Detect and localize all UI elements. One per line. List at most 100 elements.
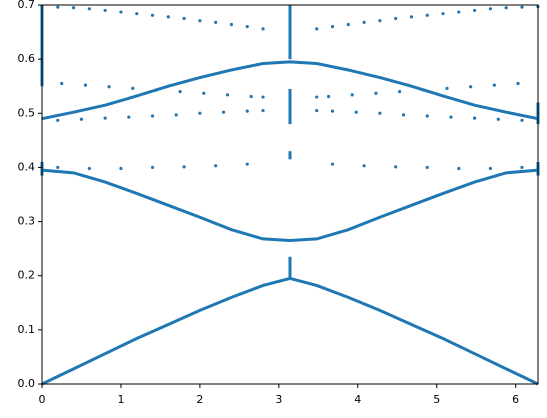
point — [221, 110, 226, 114]
point — [330, 25, 335, 29]
point — [315, 27, 319, 31]
point — [330, 109, 335, 113]
y-tick-label: 0.3 — [18, 215, 36, 228]
point — [401, 113, 406, 117]
y-tick-label: 0.7 — [18, 0, 36, 11]
point — [473, 8, 477, 13]
point — [261, 27, 265, 31]
point — [425, 13, 429, 17]
point — [87, 7, 91, 11]
point — [229, 22, 234, 27]
point — [249, 94, 253, 99]
point — [378, 19, 382, 23]
point — [182, 16, 186, 21]
point — [214, 164, 218, 168]
y-tick-label: 0.4 — [18, 160, 36, 173]
point — [425, 165, 429, 170]
point — [378, 111, 382, 115]
point — [394, 16, 398, 21]
point — [135, 12, 139, 16]
point — [362, 20, 366, 24]
point — [473, 116, 477, 120]
point — [520, 165, 524, 170]
point — [346, 22, 350, 27]
point — [56, 118, 60, 122]
point — [421, 88, 425, 92]
point — [198, 19, 202, 23]
point — [87, 166, 91, 171]
point — [488, 166, 492, 171]
point — [178, 90, 182, 94]
y-tick-label: 0.0 — [18, 377, 36, 390]
point — [516, 81, 520, 86]
point — [119, 166, 123, 171]
y-tick-label: 0.1 — [18, 323, 36, 336]
x-tick-label: 4 — [354, 393, 361, 406]
point — [131, 86, 135, 90]
x-tick-label: 1 — [117, 393, 124, 406]
axes-frame — [41, 4, 539, 385]
band-line — [41, 60, 539, 121]
point — [504, 6, 508, 10]
point — [245, 162, 249, 166]
point — [71, 6, 76, 10]
point — [79, 117, 84, 121]
point — [119, 10, 123, 14]
point — [56, 165, 60, 170]
point — [150, 165, 155, 170]
point — [520, 118, 524, 122]
point — [398, 90, 402, 94]
point — [182, 165, 186, 169]
point — [174, 113, 178, 117]
x-tick-label: 3 — [275, 393, 282, 406]
point — [56, 5, 60, 9]
x-tick-label: 5 — [433, 393, 440, 406]
point — [330, 162, 335, 166]
point — [350, 93, 354, 97]
point — [457, 10, 461, 14]
point — [449, 115, 453, 119]
point — [469, 85, 473, 89]
x-tick-label: 6 — [512, 393, 519, 406]
y-tick-label: 0.6 — [18, 52, 36, 65]
y-tick-label: 0.5 — [18, 106, 36, 119]
x-tick-label: 2 — [196, 393, 203, 406]
point — [150, 114, 155, 118]
band-line — [41, 276, 539, 386]
band-line — [41, 168, 539, 243]
point — [441, 12, 445, 16]
point — [214, 20, 218, 24]
point — [261, 95, 265, 99]
point — [354, 110, 358, 114]
point — [394, 165, 398, 169]
point — [127, 115, 131, 119]
point — [107, 85, 111, 89]
point — [492, 83, 496, 87]
point — [154, 88, 159, 92]
point — [409, 15, 414, 19]
point — [496, 117, 500, 121]
point — [202, 91, 206, 95]
point — [374, 91, 378, 95]
point — [445, 86, 449, 90]
point — [315, 95, 319, 99]
y-tick-label: 0.2 — [18, 269, 36, 282]
point — [166, 15, 170, 19]
x-tick-label: 0 — [39, 393, 46, 406]
point — [103, 8, 107, 13]
point — [315, 108, 319, 113]
point — [83, 83, 88, 87]
point — [457, 166, 461, 171]
point — [261, 108, 265, 113]
point — [245, 109, 249, 113]
point — [362, 164, 366, 168]
point — [326, 94, 331, 99]
point — [198, 111, 202, 115]
point — [60, 81, 64, 86]
point — [150, 13, 155, 17]
point — [245, 25, 249, 29]
point — [488, 7, 492, 11]
point — [520, 5, 524, 9]
